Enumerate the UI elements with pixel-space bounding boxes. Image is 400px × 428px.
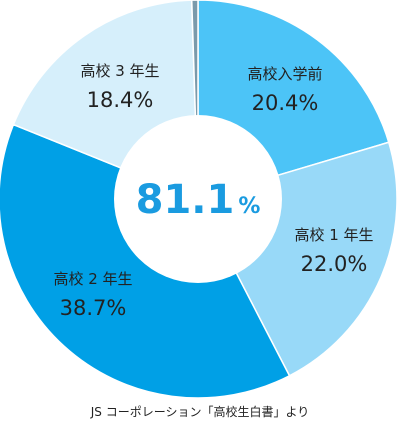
slice-label-0: 高校入学前 [247,65,322,83]
source-caption: JS コーポレーション「高校生白書」より [90,405,310,419]
slice-label-2: 高校 2 年生 [53,270,132,288]
center-label: 81.1% [136,177,261,223]
slice-value-3: 18.4% [87,88,154,112]
labels-group: 高校入学前 20.4% 高校 1 年生 22.0% 高校 2 年生 38.7% 高校 3 年… [53,62,373,320]
slice-label-1: 高校 1 年生 [294,226,373,244]
slice-label-3: 高校 3 年生 [80,62,159,80]
slice-value-1: 22.0% [301,252,368,276]
center-unit: % [238,194,260,219]
slice-value-0: 20.4% [252,91,319,115]
slice-value-2: 38.7% [60,296,127,320]
center-value: 81.1 [136,177,235,223]
donut-hole [114,115,282,283]
